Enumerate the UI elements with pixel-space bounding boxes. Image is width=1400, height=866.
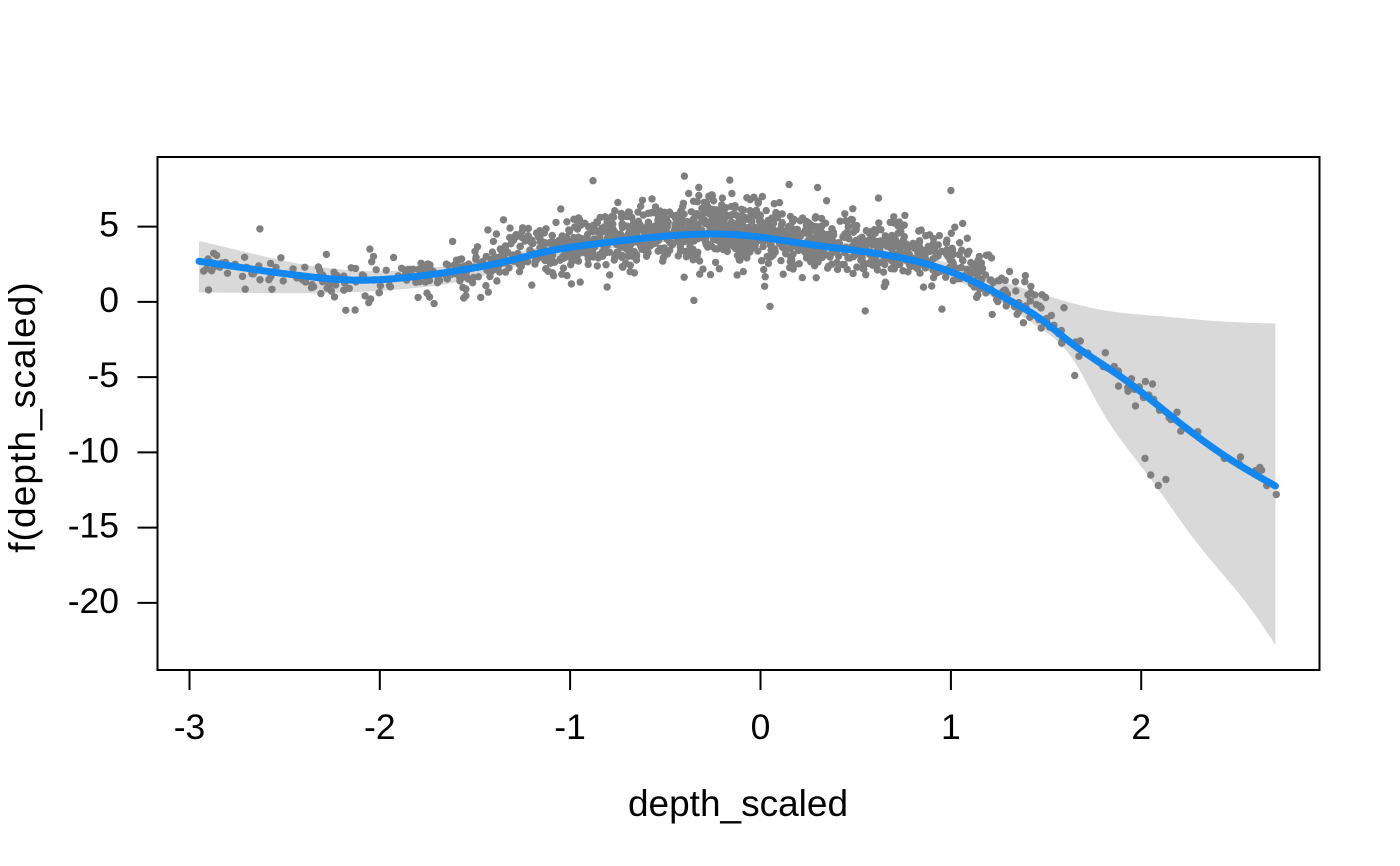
svg-text:2: 2 <box>1131 707 1151 747</box>
svg-text:-15: -15 <box>68 506 119 546</box>
svg-text:-5: -5 <box>87 355 119 395</box>
svg-text:-20: -20 <box>68 581 119 621</box>
svg-text:1: 1 <box>941 707 961 747</box>
svg-text:f(depth_scaled): f(depth_scaled) <box>2 281 43 553</box>
svg-text:5: 5 <box>99 205 119 245</box>
svg-text:-3: -3 <box>174 707 206 747</box>
svg-text:-10: -10 <box>68 430 119 470</box>
svg-text:0: 0 <box>99 280 119 320</box>
svg-text:depth_scaled: depth_scaled <box>628 783 848 824</box>
svg-text:-1: -1 <box>554 707 586 747</box>
svg-text:-2: -2 <box>364 707 396 747</box>
svg-text:0: 0 <box>751 707 771 747</box>
